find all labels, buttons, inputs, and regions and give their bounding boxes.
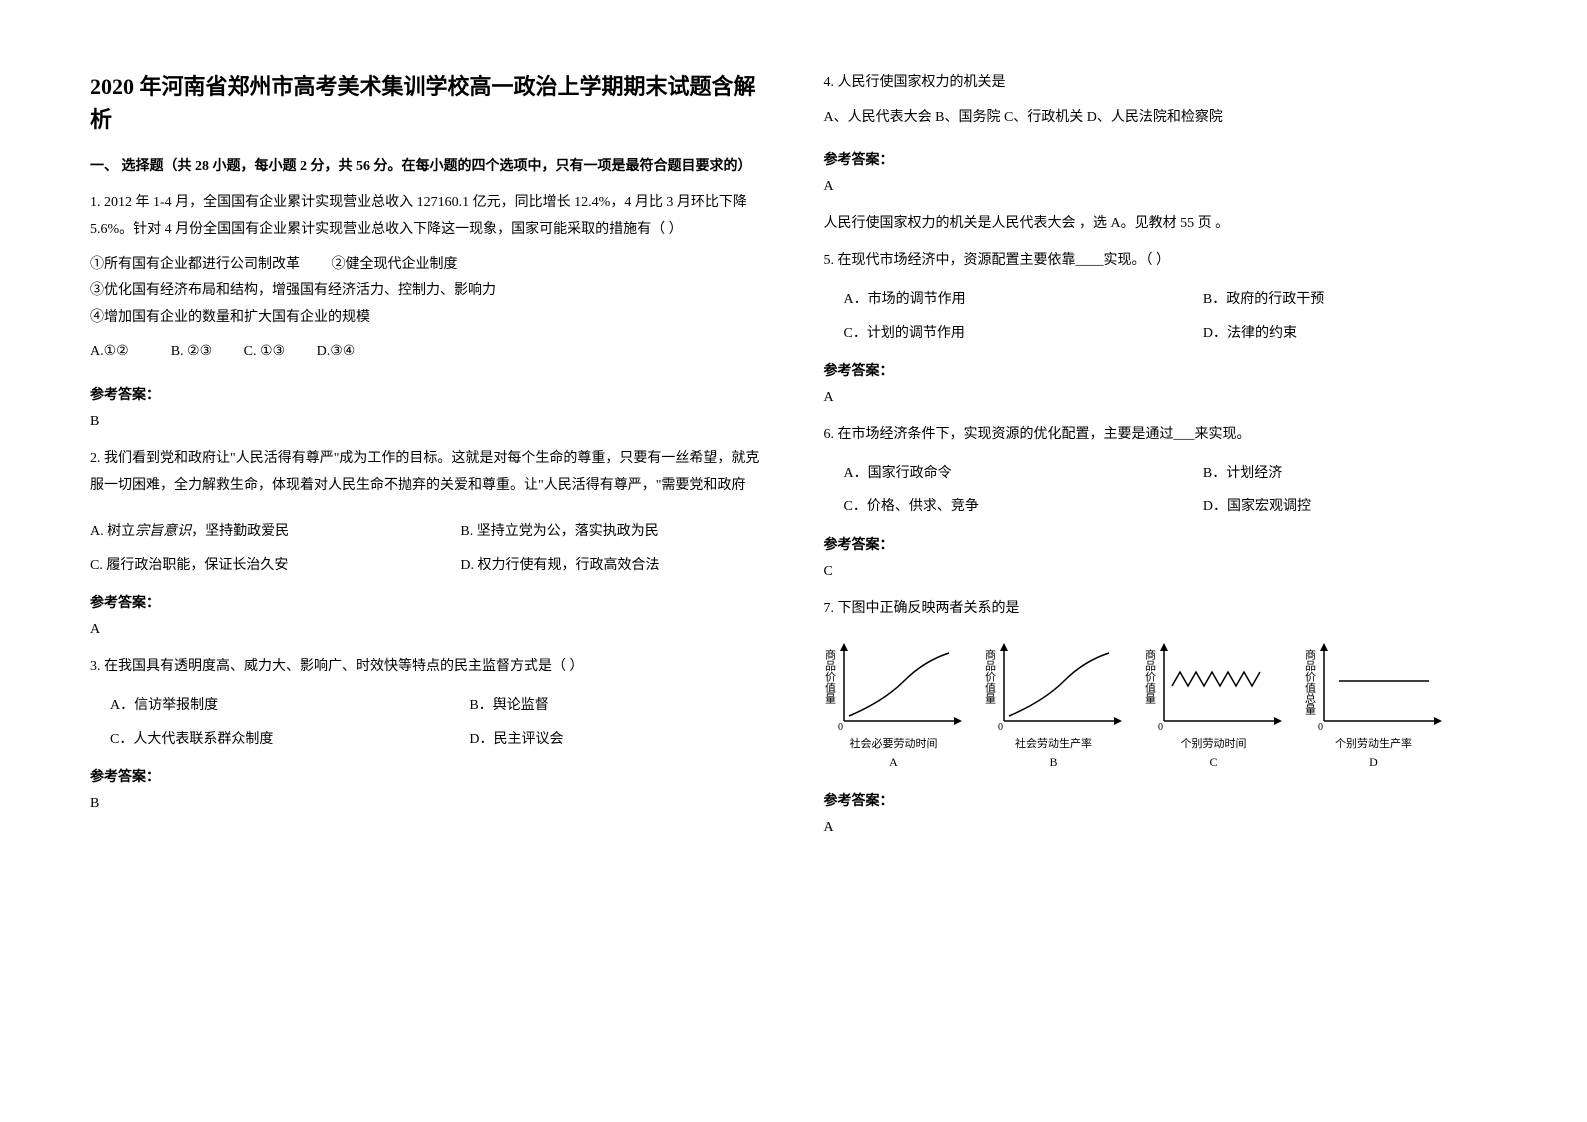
q2-answer-label: 参考答案：	[90, 592, 764, 612]
chart-C-letter: C	[1209, 755, 1217, 770]
svg-text:0: 0	[1318, 722, 1323, 731]
q1-opt3: ④增加国有企业的数量和扩大国有企业的规模	[90, 305, 764, 332]
chart-D-letter: D	[1369, 755, 1378, 770]
exam-title: 2020 年河南省郑州市高考美术集训学校高一政治上学期期末试题含解析	[90, 70, 764, 136]
q4-answer: A	[824, 179, 1498, 195]
q6-optC: C．价格、供求、竞争	[844, 490, 1203, 524]
q1-opt2: ③优化国有经济布局和结构，增强国有经济活力、控制力、影响力	[90, 278, 764, 305]
q5-optC: C．计划的调节作用	[844, 317, 1203, 351]
q6-answer-label: 参考答案：	[824, 534, 1498, 554]
q2-optD: D. 权力行使有规，行政高效合法	[460, 549, 763, 583]
q3-options-row1: A．信访举报制度 B．舆论监督	[90, 689, 764, 723]
q3-answer: B	[90, 796, 764, 812]
q6-options-row2: C．价格、供求、竞争 D．国家宏观调控	[824, 490, 1498, 524]
chart-A-xlabel: 社会必要劳动时间	[850, 735, 938, 751]
q1-statements: ①所有国有企业都进行公司制改革 ②健全现代企业制度 ③优化国有经济布局和结构，增…	[90, 252, 764, 332]
q2-optA-post: ，坚持勤政爱民	[191, 524, 289, 539]
q2-stem: 2. 我们看到党和政府让"人民活得有尊严"成为工作的目标。这就是对每个生命的尊重…	[90, 446, 764, 499]
q6-optA: A．国家行政命令	[844, 457, 1203, 491]
q3-optD: D．民主评议会	[469, 723, 763, 757]
chart-D-svg: 0	[1304, 641, 1444, 731]
q5-options-row2: C．计划的调节作用 D．法律的约束	[824, 317, 1498, 351]
q3-optC: C．人大代表联系群众制度	[110, 723, 469, 757]
q2-optA-italic: 宗旨意识	[135, 524, 191, 539]
chart-A-svg: 0	[824, 641, 964, 731]
q2-optB: B. 坚持立党为公，落实执政为民	[460, 515, 763, 549]
q3-options-row2: C．人大代表联系群众制度 D．民主评议会	[90, 723, 764, 757]
q6-optB: B．计划经济	[1203, 457, 1497, 491]
q1-answer: B	[90, 414, 764, 430]
chart-D-ylabel: 商品价值总量	[1302, 649, 1318, 715]
chart-B: 商品价值量 0 社会劳动生产率 B	[984, 641, 1124, 770]
chart-D: 商品价值总量 0 个别劳动生产率 D	[1304, 641, 1444, 770]
q3-optA: A．信访举报制度	[110, 689, 469, 723]
q1-stem: 1. 2012 年 1-4 月，全国国有企业累计实现营业总收入 127160.1…	[90, 190, 764, 243]
q6-answer: C	[824, 564, 1498, 580]
chart-B-letter: B	[1049, 755, 1057, 770]
chart-C-xlabel: 个别劳动时间	[1181, 735, 1247, 751]
q5-optB: B．政府的行政干预	[1203, 283, 1497, 317]
q6-options-row1: A．国家行政命令 B．计划经济	[824, 457, 1498, 491]
q4-opts: A、人民代表大会 B、国务院 C、行政机关 D、人民法院和检察院	[824, 105, 1498, 132]
q2-options-row1: A. 树立宗旨意识，坚持勤政爱民 B. 坚持立党为公，落实执政为民	[90, 515, 764, 549]
q2-optC: C. 履行政治职能，保证长治久安	[90, 549, 460, 583]
q1-choices: A.①② B. ②③ C. ①③ D.③④	[90, 339, 764, 366]
q6-optD: D．国家宏观调控	[1203, 490, 1497, 524]
q7-answer: A	[824, 820, 1498, 836]
svg-text:0: 0	[998, 722, 1003, 731]
q5-options-row1: A．市场的调节作用 B．政府的行政干预	[824, 283, 1498, 317]
q7-stem: 7. 下图中正确反映两者关系的是	[824, 596, 1498, 623]
right-column: 4. 人民行使国家权力的机关是 A、人民代表大会 B、国务院 C、行政机关 D、…	[824, 70, 1498, 1052]
q3-stem: 3. 在我国具有透明度高、威力大、影响广、时效快等特点的民主监督方式是（ ）	[90, 654, 764, 681]
chart-D-xlabel: 个别劳动生产率	[1335, 735, 1412, 751]
q4-answer-label: 参考答案：	[824, 149, 1498, 169]
chart-C: 商品价值量 0 个别劳动时间 C	[1144, 641, 1284, 770]
chart-B-xlabel: 社会劳动生产率	[1015, 735, 1092, 751]
q7-answer-label: 参考答案：	[824, 790, 1498, 810]
q1-answer-label: 参考答案：	[90, 384, 764, 404]
chart-B-svg: 0	[984, 641, 1124, 731]
q2-optA-pre: A. 树立	[90, 524, 135, 539]
q3-answer-label: 参考答案：	[90, 766, 764, 786]
q5-answer: A	[824, 390, 1498, 406]
svg-text:0: 0	[838, 722, 843, 731]
q3-optB: B．舆论监督	[469, 689, 763, 723]
q6-stem: 6. 在市场经济条件下，实现资源的优化配置，主要是通过___来实现。	[824, 422, 1498, 449]
chart-B-ylabel: 商品价值量	[982, 649, 998, 704]
chart-C-svg: 0	[1144, 641, 1284, 731]
section-header: 一、 选择题（共 28 小题，每小题 2 分，共 56 分。在每小题的四个选项中…	[90, 156, 764, 178]
q5-optD: D．法律的约束	[1203, 317, 1497, 351]
chart-A-ylabel: 商品价值量	[822, 649, 838, 704]
chart-A-letter: A	[889, 755, 898, 770]
q1-opt1: ①所有国有企业都进行公司制改革 ②健全现代企业制度	[90, 252, 764, 279]
q4-stem: 4. 人民行使国家权力的机关是	[824, 70, 1498, 97]
q7-charts: 商品价值量 0 社会必要劳动时间 A 商品价值量	[824, 641, 1498, 770]
svg-text:0: 0	[1158, 722, 1163, 731]
q5-stem: 5. 在现代市场经济中，资源配置主要依靠____实现。（ ）	[824, 248, 1498, 275]
q2-answer: A	[90, 622, 764, 638]
q5-answer-label: 参考答案：	[824, 360, 1498, 380]
chart-C-ylabel: 商品价值量	[1142, 649, 1158, 704]
left-column: 2020 年河南省郑州市高考美术集训学校高一政治上学期期末试题含解析 一、 选择…	[90, 70, 764, 1052]
q4-explain: 人民行使国家权力的机关是人民代表大会 ，选 A。见教材 55 页 。	[824, 211, 1498, 236]
q2-options-row2: C. 履行政治职能，保证长治久安 D. 权力行使有规，行政高效合法	[90, 549, 764, 583]
q5-optA: A．市场的调节作用	[844, 283, 1203, 317]
q2-optA: A. 树立宗旨意识，坚持勤政爱民	[90, 515, 460, 549]
chart-A: 商品价值量 0 社会必要劳动时间 A	[824, 641, 964, 770]
